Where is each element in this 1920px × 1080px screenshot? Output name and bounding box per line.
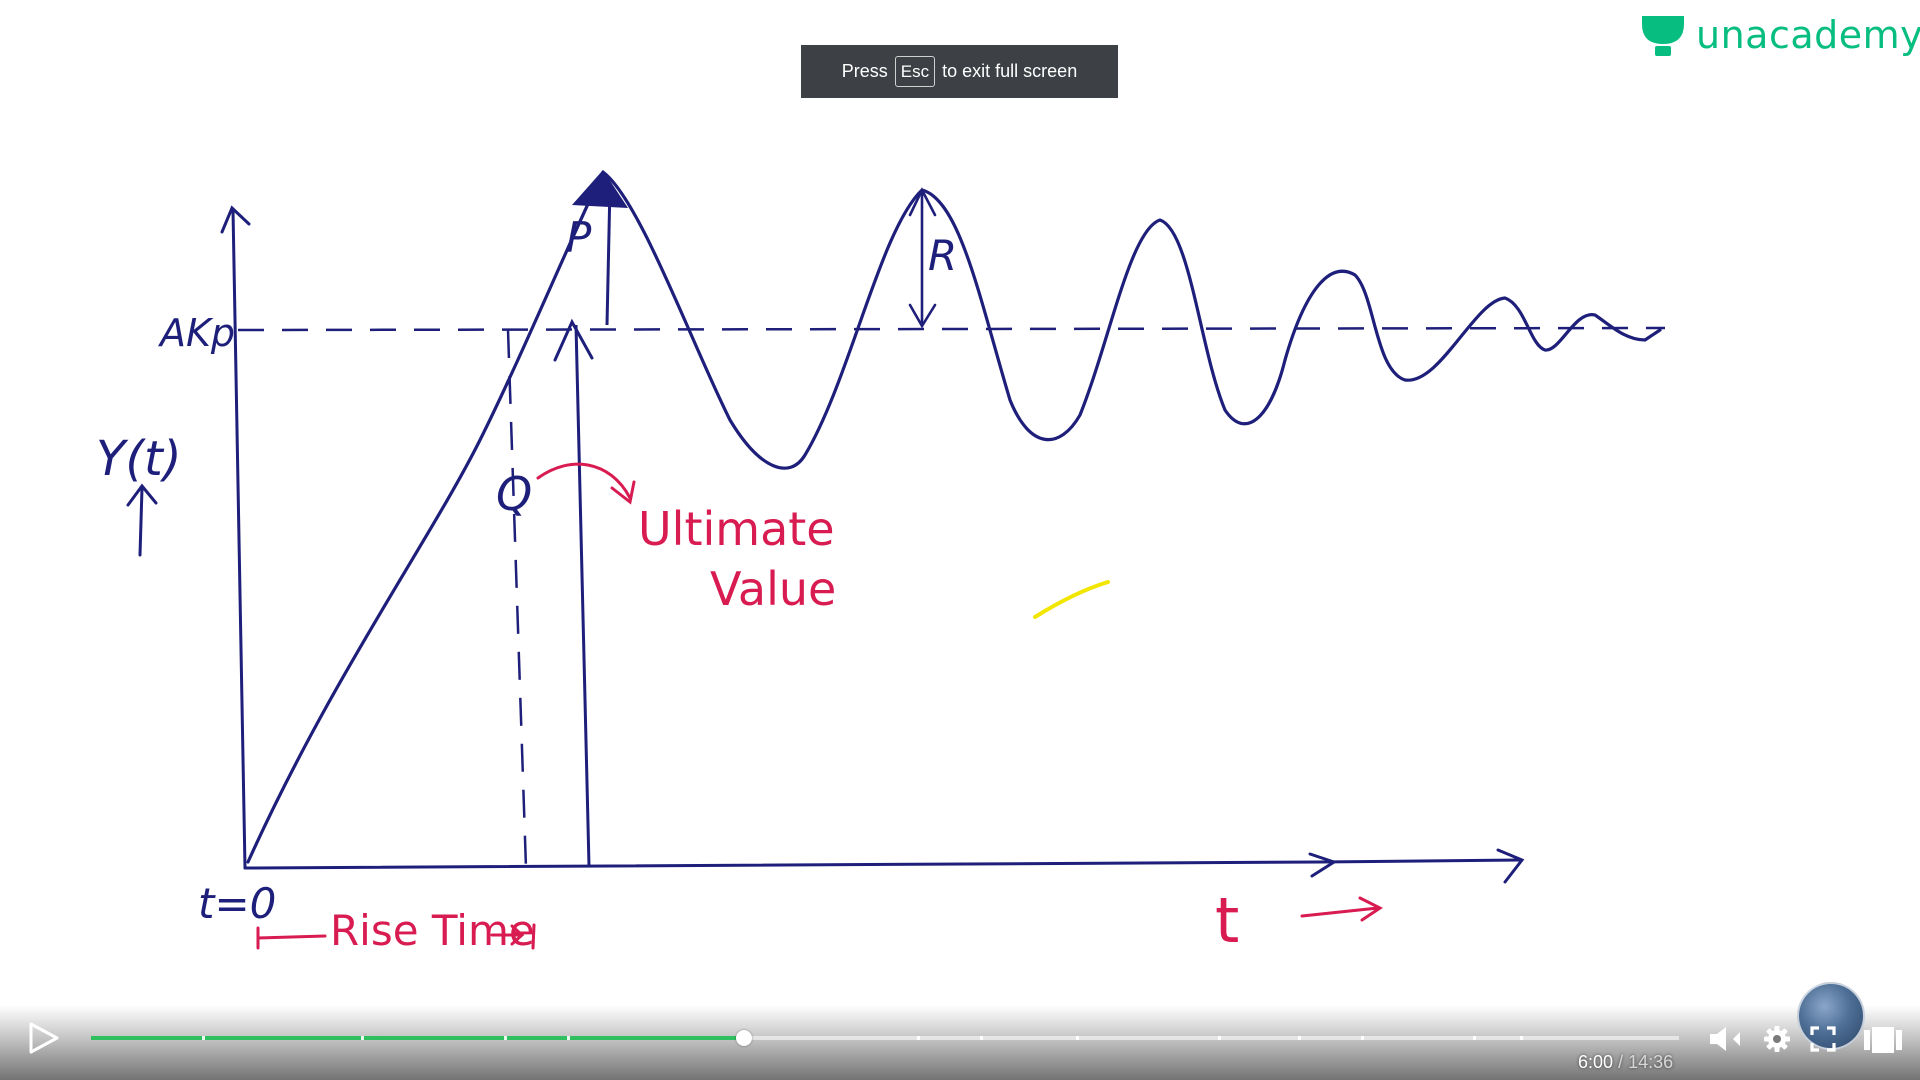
rise-time-dashed-line (506, 329, 528, 869)
gear-icon (1764, 1026, 1790, 1052)
x-axis-label: t (1215, 884, 1239, 957)
peak-marker (572, 170, 628, 208)
y-axis-arrowhead (220, 205, 251, 234)
play-button[interactable] (26, 1019, 62, 1057)
level-label: Q (496, 467, 532, 521)
chapter-marker (202, 1036, 206, 1040)
time-readout: 6:00 / 14:36 (1578, 1052, 1673, 1073)
chapter-marker (360, 1036, 364, 1040)
theater-mode-icon (1864, 1027, 1902, 1053)
unacademy-logo-icon (1642, 16, 1684, 56)
chapter-marker (1361, 1036, 1365, 1040)
chapter-marker (503, 1036, 507, 1040)
rise-time-bracket (256, 923, 536, 950)
hint-prefix: Press (841, 61, 888, 81)
y-label-arrow (126, 483, 158, 557)
peak-label: P (566, 213, 592, 262)
total-time: 14:36 (1628, 1052, 1674, 1072)
y-axis (231, 208, 247, 870)
mute-button[interactable] (1707, 1024, 1747, 1054)
theater-mode-button[interactable] (1862, 1024, 1904, 1054)
x-axis-arrowhead-1 (1308, 852, 1338, 878)
progress-played (91, 1036, 744, 1040)
fullscreen-exit-hint: Press Esc to exit full screen (801, 45, 1118, 98)
volume-muted-icon (1710, 1027, 1740, 1051)
x-axis-arrowhead-2 (1496, 848, 1525, 884)
play-icon (29, 1022, 59, 1054)
overshoot-label: R (928, 231, 957, 280)
brand-name: unacademy (1696, 13, 1920, 57)
chapter-marker (1520, 1036, 1524, 1040)
overshoot-arrowhead-top (908, 187, 937, 217)
setpoint-dashed-line (237, 326, 1666, 332)
t-direction-arrow (1300, 896, 1383, 922)
chapter-marker (1472, 1036, 1476, 1040)
unacademy-logo: unacademy (1640, 10, 1920, 60)
time-separator: / (1618, 1052, 1624, 1072)
settings-button[interactable] (1762, 1024, 1792, 1054)
current-time: 6:00 (1578, 1052, 1614, 1072)
ultimate-value-arrow (574, 324, 591, 867)
chapter-marker (1218, 1036, 1222, 1040)
rise-time-label: Rise Time (330, 906, 535, 955)
annotation-line-2: Value (710, 562, 836, 616)
hint-suffix: to exit full screen (942, 61, 1078, 81)
x-axis (243, 858, 1522, 870)
chapter-marker (567, 1036, 571, 1040)
axes (220, 205, 1525, 884)
origin-label: t=0 (198, 879, 276, 928)
ultimate-value-arrowhead (553, 318, 594, 362)
annotation-line-1: Ultimate (638, 502, 835, 556)
progress-bar[interactable] (91, 1030, 1679, 1046)
player-controls-bar (0, 1005, 1920, 1080)
progress-scrubber[interactable] (735, 1030, 752, 1046)
esc-key: Esc (894, 56, 936, 87)
overshoot-arrowhead-bottom (908, 303, 937, 329)
fullscreen-button[interactable] (1808, 1024, 1838, 1054)
chapter-marker (1297, 1036, 1301, 1040)
highlighter-stroke (1033, 580, 1110, 619)
chapter-marker (1075, 1036, 1079, 1040)
fullscreen-icon (1810, 1026, 1836, 1052)
chapter-marker (980, 1036, 984, 1040)
setpoint-label: AKp (157, 311, 235, 355)
y-axis-label: Y(t) (96, 431, 182, 487)
ultimate-value-pointer-arrow (536, 462, 636, 505)
peak-height-line (605, 185, 612, 326)
chapter-marker (916, 1036, 920, 1040)
instructor-avatar[interactable] (1797, 982, 1865, 1050)
